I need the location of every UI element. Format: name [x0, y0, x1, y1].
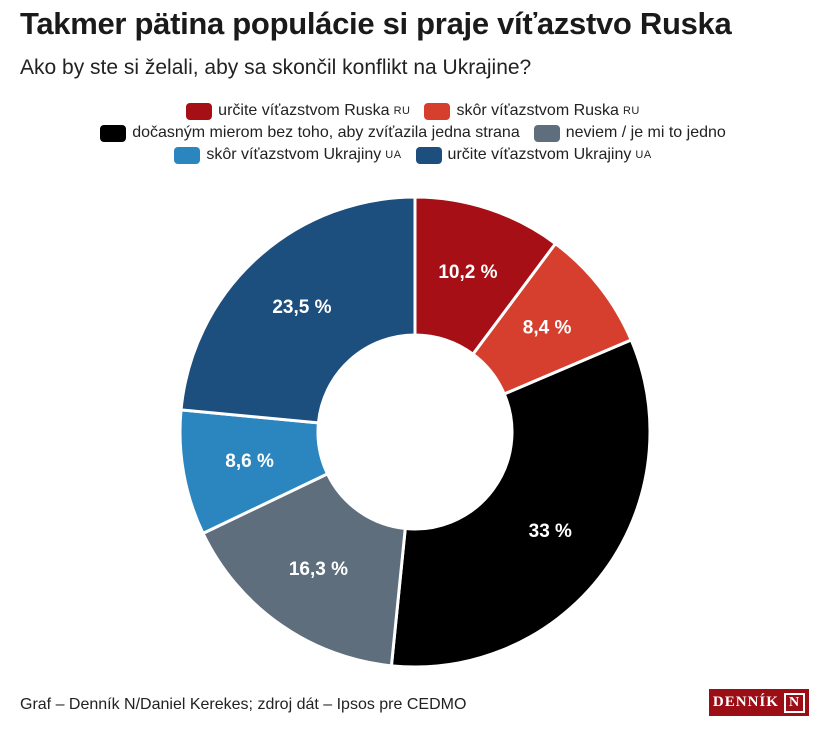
data-label-ru-rather: 8,4 %	[523, 318, 572, 339]
legend-swatch	[174, 146, 201, 164]
legend-label: neviem / je mi to jedno	[565, 124, 726, 141]
legend-item-temporary-peace: dočasným mierom bez toho, aby zvíťazila …	[100, 124, 520, 142]
data-label-dont-know: 16,3 %	[289, 559, 348, 580]
dennik-n-logo: DENNÍK N	[709, 689, 809, 716]
data-label-ua-rather: 8,6 %	[225, 451, 274, 472]
legend-code: RU	[393, 105, 411, 117]
data-label-ru-definitely: 10,2 %	[438, 262, 497, 283]
source-note: Graf – Denník N/Daniel Kerekes; zdroj dá…	[20, 696, 467, 713]
legend: určite víťazstvom Ruska RU skôr víťazstv…	[0, 102, 826, 164]
slice-ua-definitely	[179, 195, 417, 425]
legend-swatch	[424, 102, 451, 120]
legend-swatch	[100, 124, 127, 142]
logo-mark: N	[783, 692, 806, 713]
legend-swatch	[533, 124, 560, 142]
legend-row-2: dočasným mierom bez toho, aby zvíťazila …	[100, 124, 726, 142]
legend-label: určite víťazstvom Ukrajiny	[447, 146, 632, 163]
legend-label: dočasným mierom bez toho, aby zvíťazila …	[132, 124, 520, 141]
legend-item-ru-definitely: určite víťazstvom Ruska RU	[186, 102, 410, 120]
legend-code: UA	[385, 149, 402, 161]
chart-subtitle: Ako by ste si želali, aby sa skončil kon…	[20, 56, 532, 79]
logo-text: DENNÍK	[712, 694, 779, 710]
legend-code: RU	[622, 105, 640, 117]
legend-label: skôr víťazstvom Ruska	[456, 102, 619, 119]
legend-swatch	[415, 146, 442, 164]
data-label-temporary-peace: 33 %	[529, 521, 572, 542]
legend-item-ua-rather: skôr víťazstvom Ukrajiny UA	[174, 146, 401, 164]
legend-code: UA	[635, 149, 652, 161]
legend-row-1: určite víťazstvom Ruska RU skôr víťazstv…	[186, 102, 640, 120]
legend-label: skôr víťazstvom Ukrajiny	[206, 146, 382, 163]
legend-item-dont-know: neviem / je mi to jedno	[533, 124, 726, 142]
slice-dont-know	[200, 471, 407, 668]
chart-title: Takmer pätina populácie si praje víťazst…	[20, 6, 732, 41]
legend-item-ru-rather: skôr víťazstvom Ruska RU	[424, 102, 639, 120]
legend-item-ua-definitely: určite víťazstvom Ukrajiny UA	[415, 146, 652, 164]
legend-swatch	[186, 102, 213, 120]
slice-temporary-peace	[389, 338, 652, 669]
legend-row-3: skôr víťazstvom Ukrajiny UA určite víťaz…	[174, 146, 651, 164]
legend-label: určite víťazstvom Ruska	[218, 102, 390, 119]
data-label-ua-definitely: 23,5 %	[272, 297, 331, 318]
